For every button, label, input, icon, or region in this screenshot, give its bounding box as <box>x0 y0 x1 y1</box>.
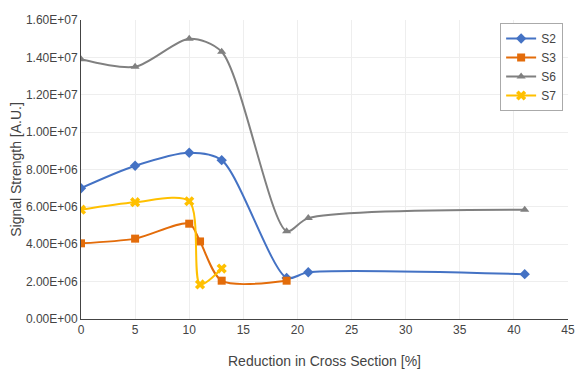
svg-text:1.20E+07: 1.20E+07 <box>26 88 78 102</box>
svg-text:1.60E+07: 1.60E+07 <box>26 13 78 27</box>
svg-text:Reduction in Cross Section [%]: Reduction in Cross Section [%] <box>228 353 421 369</box>
svg-text:5: 5 <box>132 323 139 337</box>
svg-text:10: 10 <box>183 323 197 337</box>
svg-text:1.40E+07: 1.40E+07 <box>26 51 78 65</box>
svg-text:0: 0 <box>78 323 85 337</box>
svg-text:45: 45 <box>561 323 575 337</box>
svg-text:25: 25 <box>345 323 359 337</box>
svg-text:8.00E+06: 8.00E+06 <box>26 163 78 177</box>
svg-text:0.00E+00: 0.00E+00 <box>26 312 78 326</box>
svg-text:2.00E+06: 2.00E+06 <box>26 275 78 289</box>
svg-text:35: 35 <box>453 323 467 337</box>
svg-text:15: 15 <box>237 323 251 337</box>
svg-text:S2: S2 <box>541 32 556 46</box>
svg-text:6.00E+06: 6.00E+06 <box>26 200 78 214</box>
svg-text:40: 40 <box>507 323 521 337</box>
svg-text:4.00E+06: 4.00E+06 <box>26 237 78 251</box>
svg-text:20: 20 <box>291 323 305 337</box>
svg-text:Signal Strength [A.U.]: Signal Strength [A.U.] <box>8 102 24 237</box>
svg-text:30: 30 <box>399 323 413 337</box>
svg-text:1.00E+07: 1.00E+07 <box>26 125 78 139</box>
svg-text:S3: S3 <box>541 51 556 65</box>
svg-text:S7: S7 <box>541 89 556 103</box>
svg-text:S6: S6 <box>541 70 556 84</box>
